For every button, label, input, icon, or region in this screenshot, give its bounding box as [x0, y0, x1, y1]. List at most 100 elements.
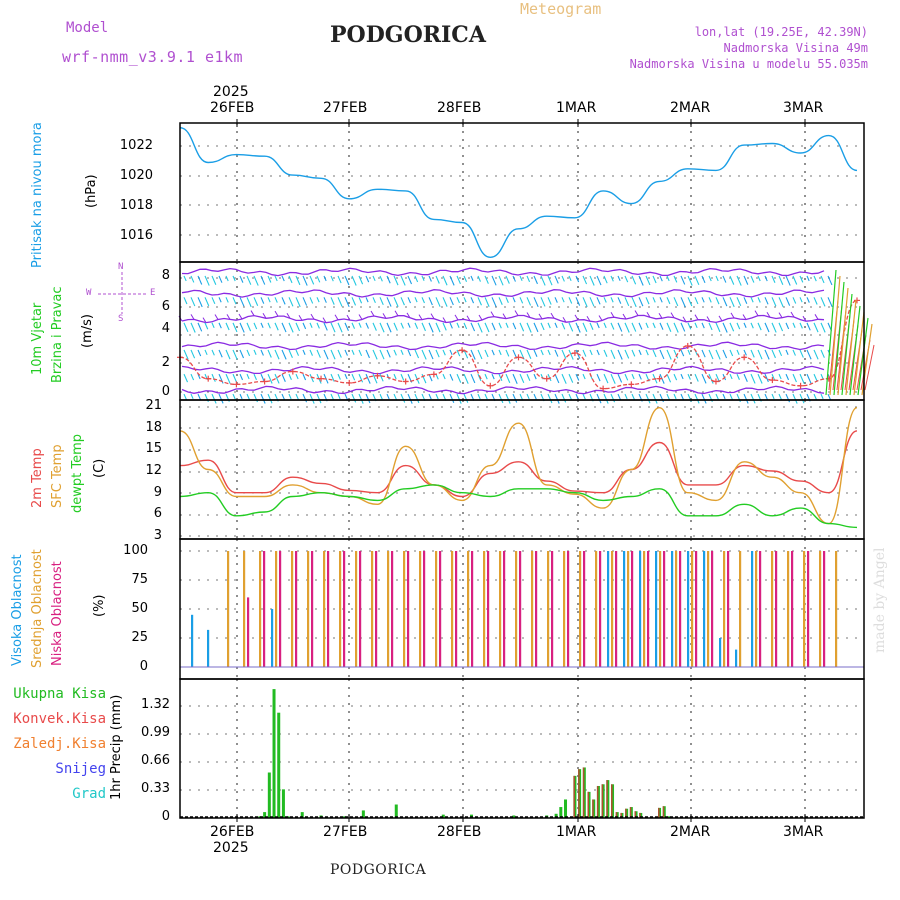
- temp-label-sfc: SFC Temp: [50, 444, 65, 508]
- wind-arrow: [596, 275, 602, 286]
- wind-arrow: [666, 322, 672, 332]
- wind-arrow: [442, 275, 448, 286]
- wind-arrow: [547, 275, 553, 286]
- wind-barb: [298, 315, 303, 321]
- wind-arrow: [750, 393, 756, 404]
- pressure-tick: 1022: [119, 138, 153, 153]
- wind-arrow: [764, 322, 770, 333]
- precip-conv-bar: [601, 784, 604, 818]
- top-date-1mar: 1MAR: [556, 100, 597, 116]
- legend-zaledj-kisa: Zaledj.Kisa: [13, 736, 106, 752]
- wind-arrow: [533, 393, 537, 400]
- wind-arrow: [211, 349, 215, 356]
- wind-arrow: [365, 297, 369, 303]
- wind-arrow: [386, 275, 391, 284]
- wind-arrow: [645, 322, 649, 329]
- wind-arrow: [659, 349, 665, 360]
- wind-arrow: [225, 297, 229, 303]
- wind-arrow: [512, 373, 518, 384]
- wind-arrow: [673, 349, 679, 359]
- wind-arrow: [442, 349, 446, 356]
- cloud-bar: [499, 551, 502, 667]
- wind-arrow: [281, 373, 286, 382]
- wind-arrow: [274, 373, 280, 384]
- cloud-bar: [751, 551, 754, 667]
- top-date-2mar: 2MAR: [670, 100, 711, 116]
- wind-arrow: [470, 322, 476, 332]
- bottom-year-label: 2025: [213, 840, 249, 856]
- wind-arrow: [449, 349, 453, 356]
- wind-barb: [682, 316, 687, 323]
- cloud-bar: [263, 551, 266, 667]
- cloud-bar: [295, 551, 298, 667]
- wind-arrow: [428, 297, 433, 306]
- wind-arrow: [365, 393, 371, 404]
- cloud-bar: [343, 551, 346, 667]
- wind-arrow: [715, 349, 721, 360]
- wind-direction-trace: [181, 267, 825, 277]
- wind-arrow: [435, 393, 439, 400]
- wind-arrow: [484, 275, 489, 284]
- wind-arrow: [603, 393, 609, 404]
- wind-arrow: [386, 297, 392, 307]
- wind-arrow: [729, 297, 735, 308]
- precip-bar: [286, 816, 290, 818]
- wind-arrow: [400, 349, 404, 355]
- wind-arrow: [715, 322, 721, 333]
- wind-arrow: [337, 322, 343, 333]
- precip-bar: [441, 814, 445, 818]
- wind-barb: [778, 312, 783, 318]
- wind-arrow: [197, 393, 201, 400]
- wind-unit: (m/s): [80, 314, 95, 348]
- wind-arrow: [680, 322, 686, 332]
- cloud-bar: [547, 551, 550, 667]
- wind-arrow: [771, 322, 777, 333]
- wind-arrow: [519, 297, 524, 304]
- wind-arrow: [197, 275, 203, 285]
- wind-arrow: [701, 322, 705, 329]
- wind-arrow: [771, 393, 775, 400]
- wind-barb: [334, 314, 339, 321]
- precip-conv-bar: [662, 806, 665, 818]
- cloud-bar: [243, 551, 246, 667]
- cloud-bar: [455, 551, 458, 667]
- wind-arrow: [197, 297, 203, 308]
- wind-barb: [262, 312, 267, 319]
- wind-arrow: [610, 349, 616, 359]
- wind-arrow: [554, 393, 560, 404]
- wind-arrow: [519, 275, 523, 281]
- precip-conv-bar: [578, 769, 580, 818]
- wind-arrow: [771, 275, 776, 283]
- wind-arrow: [379, 297, 384, 306]
- wind-arrow: [323, 349, 329, 360]
- wind-arrow: [813, 373, 818, 382]
- wind-arrow: [330, 275, 334, 282]
- wind-arrow: [379, 349, 385, 360]
- wind-direction-trace: [181, 365, 825, 375]
- wind-arrow: [330, 349, 336, 360]
- wind-arrow: [428, 393, 432, 400]
- wind-arrow: [316, 275, 321, 283]
- wind-arrow: [337, 349, 342, 358]
- wind-arrow: [743, 393, 749, 404]
- wind-arrow: [526, 349, 532, 359]
- wind-arrow: [645, 349, 649, 356]
- wind-arrow: [204, 322, 209, 330]
- wind-arrow: [253, 373, 257, 381]
- wind-arrow: [806, 373, 812, 384]
- cloud-bar: [679, 551, 682, 667]
- wind-arrow: [540, 349, 544, 356]
- wind-arrow: [589, 349, 593, 356]
- wind-arrow: [778, 373, 782, 380]
- wind-arrow: [785, 297, 791, 306]
- wind-arrow: [666, 349, 672, 360]
- wind-arrow: [778, 275, 784, 285]
- cloud-bar: [247, 597, 250, 667]
- cloud-bar: [835, 551, 838, 667]
- wind-arrow: [841, 293, 853, 396]
- wind-arrow: [379, 275, 383, 282]
- wind-arrow: [799, 322, 803, 329]
- wind-arrow: [708, 349, 714, 360]
- precip-conv-bar: [629, 807, 632, 818]
- wind-arrow: [225, 373, 231, 384]
